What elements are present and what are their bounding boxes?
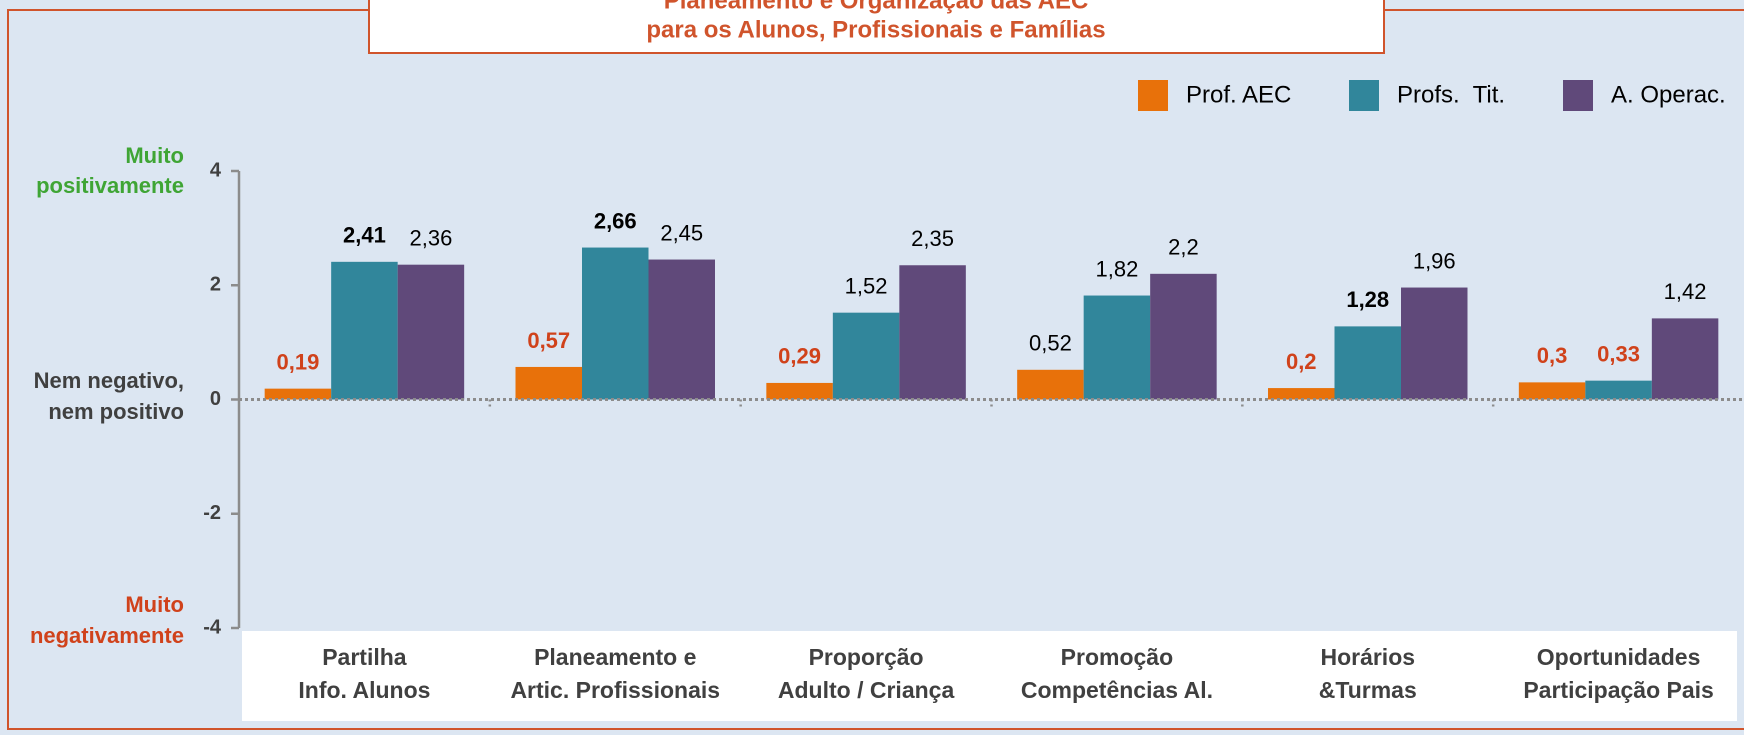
value-label: 1,82 xyxy=(1096,256,1139,281)
x-tick-label: Partilha xyxy=(322,644,407,670)
value-label: 2,35 xyxy=(911,226,954,251)
title-box xyxy=(368,0,1385,54)
bar xyxy=(582,247,649,400)
bar xyxy=(1518,382,1586,400)
value-label: 2,66 xyxy=(594,208,637,233)
bar xyxy=(648,259,715,400)
bar xyxy=(1150,273,1217,400)
annotation: nem positivo xyxy=(48,399,184,424)
value-label: 0,33 xyxy=(1597,341,1640,366)
value-label: 1,52 xyxy=(845,273,888,298)
bar xyxy=(1083,295,1151,400)
bar xyxy=(515,366,582,400)
bar xyxy=(1585,380,1652,400)
y-tick-label: 2 xyxy=(210,274,221,296)
x-tick-label: Proporção xyxy=(809,644,924,670)
x-tick-label: Promoção xyxy=(1061,644,1173,670)
x-tick-label: Planeamento e xyxy=(534,644,696,670)
chart-title: Planeamento e Organização das AEC xyxy=(664,0,1089,14)
value-label: 1,42 xyxy=(1664,279,1707,304)
value-label: 0,3 xyxy=(1537,343,1568,368)
legend-label: A. Operac. xyxy=(1611,81,1726,108)
x-tick-label: Info. Alunos xyxy=(298,677,430,703)
bar xyxy=(1268,388,1335,400)
bar xyxy=(1651,318,1719,400)
bar xyxy=(264,388,332,400)
value-label: 0,52 xyxy=(1029,331,1072,356)
value-label: 1,28 xyxy=(1346,287,1389,312)
value-label: 2,2 xyxy=(1168,235,1199,260)
chart-title: para os Alunos, Profissionais e Famílias xyxy=(646,16,1105,43)
x-tick-label: Adulto / Criança xyxy=(778,677,955,703)
x-tick-label: Participação Pais xyxy=(1523,677,1714,703)
bar xyxy=(899,265,966,400)
legend-swatch xyxy=(1563,80,1593,111)
legend-swatch xyxy=(1349,80,1379,111)
y-tick-label: 4 xyxy=(210,159,222,181)
legend-label: Prof. AEC xyxy=(1186,81,1291,108)
bar xyxy=(331,261,398,400)
x-tick-label: Artic. Profissionais xyxy=(510,677,720,703)
category-band xyxy=(242,631,1737,721)
value-label: 0,29 xyxy=(778,344,821,369)
value-label: 2,36 xyxy=(410,225,453,250)
annotation: positivamente xyxy=(36,173,184,198)
x-tick-label: Competências Al. xyxy=(1021,677,1213,703)
annotation: negativamente xyxy=(30,623,184,648)
value-label: 2,45 xyxy=(660,220,703,245)
x-tick-label: Horários xyxy=(1320,644,1415,670)
bar xyxy=(397,264,465,400)
annotation: Muito xyxy=(125,143,184,168)
annotation: Nem negativo, xyxy=(34,368,184,393)
value-label: 0,57 xyxy=(527,328,570,353)
bar xyxy=(766,382,833,400)
legend-swatch xyxy=(1138,80,1168,111)
value-label: 0,19 xyxy=(277,349,320,374)
bar xyxy=(1017,369,1084,400)
y-tick-label: -4 xyxy=(203,616,222,638)
bar xyxy=(1401,287,1468,400)
annotation: Muito xyxy=(125,592,184,617)
x-tick-label: &Turmas xyxy=(1319,677,1417,703)
y-tick-label: 0 xyxy=(210,388,221,410)
x-tick-label: Oportunidades xyxy=(1537,644,1701,670)
y-tick-label: -2 xyxy=(203,502,221,524)
bar xyxy=(1334,326,1401,400)
value-label: 1,96 xyxy=(1413,248,1456,273)
value-label: 0,2 xyxy=(1286,349,1317,374)
bar xyxy=(832,312,900,400)
legend-label: Profs. Tit. xyxy=(1397,81,1505,108)
value-label: 2,41 xyxy=(343,223,386,248)
